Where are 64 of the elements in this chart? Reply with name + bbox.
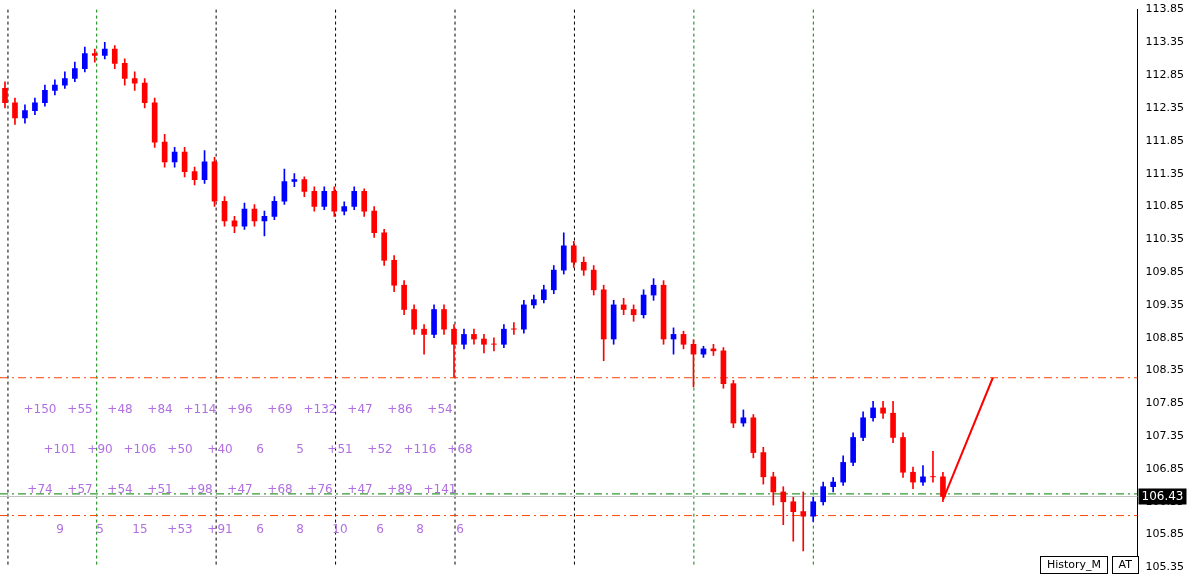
annotation: 9 bbox=[56, 521, 64, 536]
y-tick-label: 112.35 bbox=[1145, 100, 1185, 114]
y-tick-label: 108.85 bbox=[1145, 330, 1185, 344]
y-tick-label: 113.35 bbox=[1145, 35, 1185, 49]
annotation: +74 bbox=[27, 481, 53, 496]
annotation: +101 bbox=[43, 441, 77, 456]
annotation: +52 bbox=[367, 441, 393, 456]
annotation: +90 bbox=[87, 441, 113, 456]
annotation: +68 bbox=[267, 481, 293, 496]
annotation: +47 bbox=[347, 481, 373, 496]
annotation: +91 bbox=[207, 521, 233, 536]
annotation: +55 bbox=[67, 401, 93, 416]
annotation: +76 bbox=[307, 481, 333, 496]
annotation: +86 bbox=[387, 401, 413, 416]
annotation: +54 bbox=[107, 481, 133, 496]
y-tick-label: 111.35 bbox=[1145, 166, 1185, 180]
y-tick-label: 109.85 bbox=[1145, 264, 1185, 278]
y-tick-label: 109.35 bbox=[1145, 297, 1185, 311]
annotation: +114 bbox=[183, 401, 217, 416]
y-tick-label: 106.85 bbox=[1145, 461, 1185, 475]
annotation: 6 bbox=[256, 441, 264, 456]
annotation: +47 bbox=[347, 401, 373, 416]
y-tick-label: 111.85 bbox=[1145, 133, 1185, 147]
y-tick-label: 113.85 bbox=[1145, 2, 1185, 16]
y-tick-label: 110.85 bbox=[1145, 199, 1185, 213]
annotation: 6 bbox=[456, 521, 464, 536]
annotation: History_M bbox=[1039, 556, 1108, 574]
annotation: +84 bbox=[147, 401, 173, 416]
annotation: +47 bbox=[227, 481, 253, 496]
y-tick-label: 110.35 bbox=[1145, 232, 1185, 246]
annotation: +50 bbox=[167, 441, 193, 456]
annotation: +132 bbox=[303, 401, 337, 416]
y-tick-label: 107.85 bbox=[1145, 396, 1185, 410]
y-tick-label: 105.85 bbox=[1145, 527, 1185, 541]
annotation: +48 bbox=[107, 401, 133, 416]
annotation: +69 bbox=[267, 401, 293, 416]
annotation: 15 bbox=[132, 521, 148, 536]
annotation: +40 bbox=[207, 441, 233, 456]
annotation: +68 bbox=[447, 441, 473, 456]
annotation: +141 bbox=[423, 481, 457, 496]
annotation: +150 bbox=[23, 401, 57, 416]
annotation: +89 bbox=[387, 481, 413, 496]
y-tick-label: 108.35 bbox=[1145, 363, 1185, 377]
annotation: +51 bbox=[147, 481, 173, 496]
annotation: 5 bbox=[296, 441, 304, 456]
y-tick-label: 107.35 bbox=[1145, 429, 1185, 443]
annotation: AT bbox=[1111, 556, 1139, 574]
annotation: +106 bbox=[123, 441, 157, 456]
annotation: +53 bbox=[167, 521, 193, 536]
annotation: 10 bbox=[332, 521, 348, 536]
y-tick-label: 112.85 bbox=[1145, 68, 1185, 82]
annotation: +51 bbox=[327, 441, 353, 456]
annotation: +96 bbox=[227, 401, 253, 416]
annotation: 5 bbox=[96, 521, 104, 536]
annotation: 8 bbox=[416, 521, 424, 536]
annotation: +54 bbox=[427, 401, 453, 416]
annotation: 6 bbox=[256, 521, 264, 536]
ref-line-label: 106.43 bbox=[1141, 488, 1184, 503]
annotation: 8 bbox=[296, 521, 304, 536]
y-tick-label: 105.35 bbox=[1145, 560, 1185, 574]
annotation: 6 bbox=[376, 521, 384, 536]
annotation: +98 bbox=[187, 481, 213, 496]
annotation: +116 bbox=[403, 441, 437, 456]
annotation: +57 bbox=[67, 481, 93, 496]
